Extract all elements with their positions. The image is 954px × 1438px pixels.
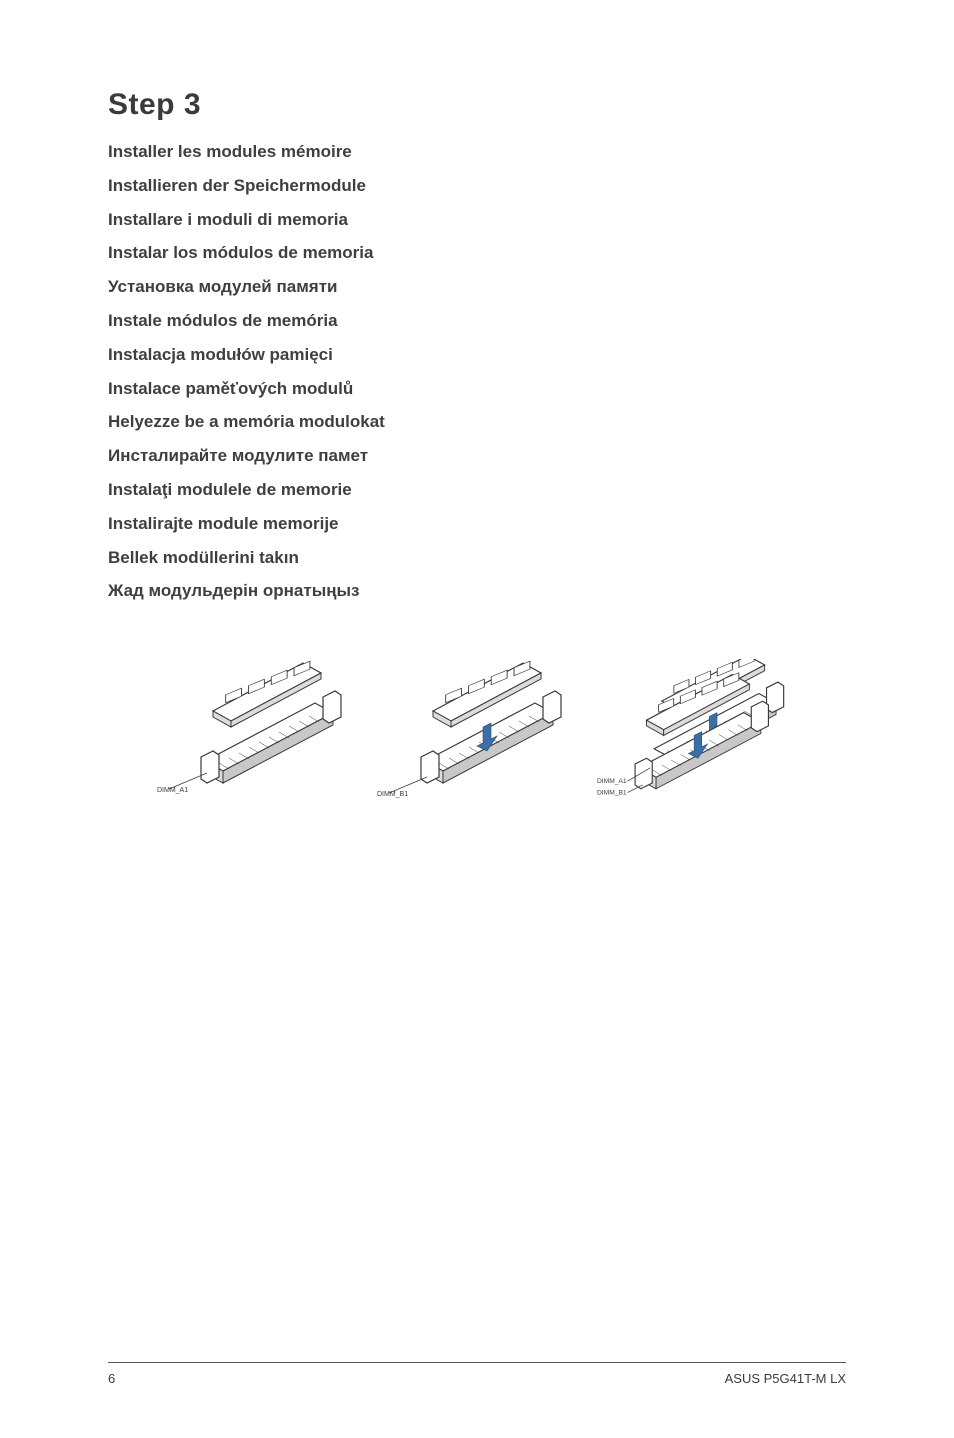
instruction-line: Жад модульдерін орнатыңыз bbox=[108, 579, 846, 603]
instruction-line: Instalaţi modulele de memorie bbox=[108, 478, 846, 502]
dimm-label-b1: DIMM_B1 bbox=[597, 790, 627, 797]
page-footer: 6 ASUS P5G41T-M LX bbox=[108, 1362, 846, 1386]
instruction-line: Instalace paměťových modulů bbox=[108, 377, 846, 401]
dimm-label-b1: DIMM_B1 bbox=[377, 791, 408, 798]
instruction-line: Installer les modules mémoire bbox=[108, 140, 846, 164]
instruction-line: Helyezze be a memória modulokat bbox=[108, 410, 846, 434]
step-heading: Step 3 bbox=[108, 88, 846, 122]
instruction-line: Установка модулей памяти bbox=[108, 275, 846, 299]
instruction-line: Instalacja modułów pamięci bbox=[108, 343, 846, 367]
dimm-label-a1: DIMM_A1 bbox=[597, 778, 627, 785]
instruction-line: Installieren der Speichermodule bbox=[108, 174, 846, 198]
product-name: ASUS P5G41T-M LX bbox=[725, 1371, 846, 1386]
instruction-list: Installer les modules mémoire Installier… bbox=[108, 140, 846, 603]
diagram-dimm-a1: DIMM_A1 bbox=[157, 659, 357, 829]
instruction-line: Installare i moduli di memoria bbox=[108, 208, 846, 232]
diagram-dimm-b1: DIMM_B1 bbox=[377, 659, 577, 829]
instruction-line: Instale módulos de memória bbox=[108, 309, 846, 333]
instruction-line: Инсталирайте модулите памет bbox=[108, 444, 846, 468]
dimm-label-a1: DIMM_A1 bbox=[157, 787, 188, 794]
instruction-line: Instalirajte module memorije bbox=[108, 512, 846, 536]
diagram-row: DIMM_A1 bbox=[108, 659, 846, 829]
instruction-line: Instalar los módulos de memoria bbox=[108, 241, 846, 265]
instruction-line: Bellek modüllerini takın bbox=[108, 546, 846, 570]
diagram-dimm-a1-b1: DIMM_A1 DIMM_B1 bbox=[597, 659, 797, 829]
page-number: 6 bbox=[108, 1371, 115, 1386]
